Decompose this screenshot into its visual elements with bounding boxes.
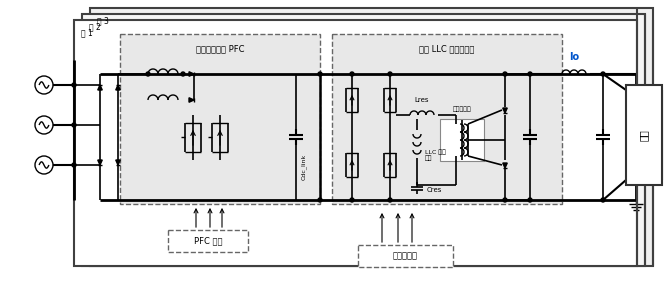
Circle shape	[318, 198, 322, 202]
Circle shape	[388, 72, 392, 76]
Circle shape	[146, 72, 150, 76]
Text: 隔离变压器: 隔离变压器	[453, 107, 472, 112]
Circle shape	[503, 198, 507, 202]
Text: 相 2: 相 2	[89, 22, 100, 31]
Text: Cdc_link: Cdc_link	[301, 154, 307, 180]
Bar	[90, 8, 653, 266]
Bar	[74, 20, 637, 266]
Polygon shape	[189, 72, 194, 76]
Text: LLC 储能
电路: LLC 储能 电路	[425, 149, 446, 161]
Polygon shape	[116, 160, 120, 165]
Bar	[168, 230, 248, 252]
Circle shape	[528, 72, 532, 76]
Circle shape	[72, 83, 76, 87]
Circle shape	[72, 123, 76, 127]
Circle shape	[350, 198, 354, 202]
Text: 单向 LLC 全桥转换器: 单向 LLC 全桥转换器	[419, 44, 474, 53]
Circle shape	[72, 163, 76, 167]
Circle shape	[350, 72, 354, 76]
Polygon shape	[502, 108, 507, 113]
Bar	[82, 14, 645, 266]
Bar	[358, 245, 453, 267]
Circle shape	[181, 72, 185, 76]
Polygon shape	[98, 85, 103, 90]
Text: 传统的交错式 PFC: 传统的交错式 PFC	[196, 44, 245, 53]
Text: Lres: Lres	[415, 97, 429, 103]
Bar	[626, 85, 662, 185]
Text: PFC 控制: PFC 控制	[194, 237, 222, 246]
Circle shape	[601, 198, 605, 202]
Bar	[120, 34, 320, 204]
Circle shape	[528, 198, 532, 202]
Circle shape	[388, 198, 392, 202]
Polygon shape	[189, 98, 194, 102]
Text: 初级侧门控: 初级侧门控	[393, 251, 417, 260]
Polygon shape	[502, 163, 507, 168]
Text: lo: lo	[569, 52, 579, 62]
Circle shape	[601, 72, 605, 76]
Bar	[332, 34, 562, 204]
Polygon shape	[116, 85, 120, 90]
Text: 电池: 电池	[639, 129, 649, 141]
Circle shape	[503, 72, 507, 76]
Polygon shape	[98, 160, 103, 165]
Text: 相 1: 相 1	[81, 28, 92, 37]
Bar	[440, 119, 484, 161]
Text: 相 3: 相 3	[97, 16, 109, 25]
Circle shape	[318, 72, 322, 76]
Text: Cres: Cres	[427, 187, 442, 193]
